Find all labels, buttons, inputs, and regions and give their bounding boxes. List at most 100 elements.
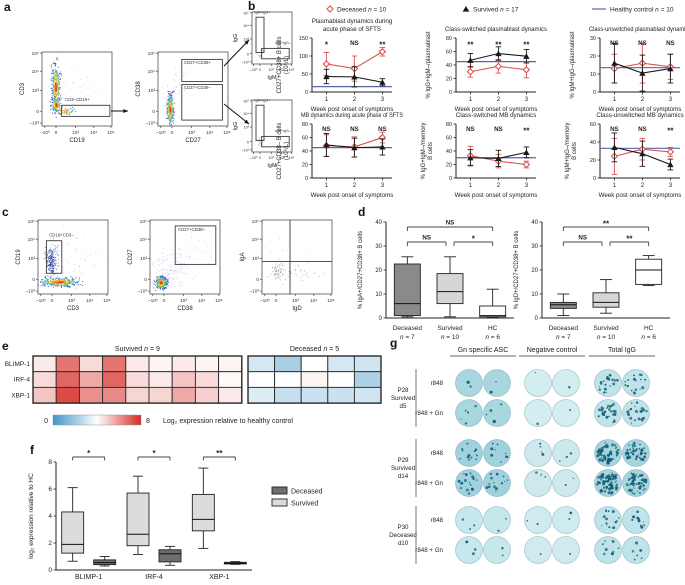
circle [168, 100, 170, 102]
circle [174, 266, 176, 268]
circle [83, 91, 84, 93]
circle [59, 283, 61, 285]
circle [183, 263, 185, 265]
circle [69, 109, 71, 111]
circle [608, 415, 610, 418]
panel-c-label: c [2, 205, 9, 219]
circle [171, 245, 173, 247]
text: IgM [267, 75, 277, 81]
circle [272, 271, 274, 273]
circle [51, 258, 53, 261]
path [322, 60, 331, 68]
text: 20 [590, 158, 596, 164]
circle [59, 108, 61, 110]
circle [170, 123, 172, 125]
circle [172, 90, 174, 92]
circle [473, 548, 477, 551]
circle [495, 380, 497, 383]
text: 3 [525, 183, 529, 189]
circle [157, 282, 160, 284]
circle [189, 246, 191, 248]
circle [634, 449, 638, 452]
circle [627, 379, 630, 381]
tspan: n [500, 7, 504, 14]
circle [58, 285, 60, 287]
circle [155, 279, 157, 281]
circle [286, 249, 288, 251]
text: log₂ expression relative to HC [28, 473, 35, 559]
circle [172, 279, 174, 281]
circle [167, 114, 169, 116]
text: CD19 [69, 138, 85, 144]
circle [178, 247, 180, 249]
text: 0 [48, 567, 52, 574]
circle [624, 384, 627, 387]
circle [64, 277, 66, 279]
circle [77, 281, 79, 283]
circle [61, 283, 63, 285]
circle [262, 142, 264, 144]
circle [56, 77, 58, 79]
circle [170, 269, 172, 271]
circle [58, 265, 59, 267]
circle [164, 287, 166, 289]
circle [540, 473, 542, 476]
circle [60, 73, 62, 75]
text: 60 [446, 136, 452, 142]
circle [640, 407, 644, 410]
circle [637, 454, 640, 456]
text: 0 [535, 316, 539, 322]
circle [49, 265, 51, 267]
circle [603, 552, 606, 556]
circle [160, 286, 162, 288]
circle [167, 264, 169, 266]
circle [174, 273, 176, 275]
circle [179, 248, 181, 250]
circle [77, 284, 79, 286]
circle [606, 406, 609, 409]
circle [94, 265, 96, 267]
tspan: = 10 [372, 7, 387, 14]
text: 10 [590, 72, 596, 78]
circle [612, 382, 616, 386]
circle [259, 55, 261, 57]
circle [50, 106, 52, 108]
circle [594, 399, 622, 427]
text: 10⁵ [32, 51, 39, 57]
circle [66, 260, 68, 262]
circle [603, 445, 606, 448]
circle [67, 284, 69, 287]
text: 0 [32, 277, 35, 283]
circle [633, 445, 636, 448]
circle [490, 447, 494, 451]
circle [49, 258, 51, 260]
circle [457, 479, 461, 483]
circle [189, 258, 191, 260]
circle [569, 511, 573, 515]
circle [493, 485, 496, 489]
text: 30 [590, 36, 596, 42]
text: 1 [613, 97, 617, 103]
text: ** [667, 127, 674, 136]
text: 10⁴ [206, 130, 213, 136]
circle [55, 285, 57, 287]
text: 0 [44, 418, 48, 425]
circle [171, 249, 173, 251]
circle [172, 285, 174, 287]
circle [159, 284, 161, 286]
circle [46, 262, 48, 264]
circle [173, 277, 175, 279]
circle [171, 271, 173, 273]
circle [55, 68, 57, 70]
circle [615, 483, 618, 486]
circle [169, 104, 171, 106]
tspan: = 17 [504, 7, 519, 14]
text: 150 [299, 36, 308, 42]
text: 10³ [268, 156, 274, 160]
panel-g-label: g [390, 336, 398, 350]
circle [52, 280, 54, 282]
circle [63, 112, 66, 114]
circle [52, 237, 54, 239]
circle [162, 287, 164, 289]
circle [67, 110, 69, 112]
